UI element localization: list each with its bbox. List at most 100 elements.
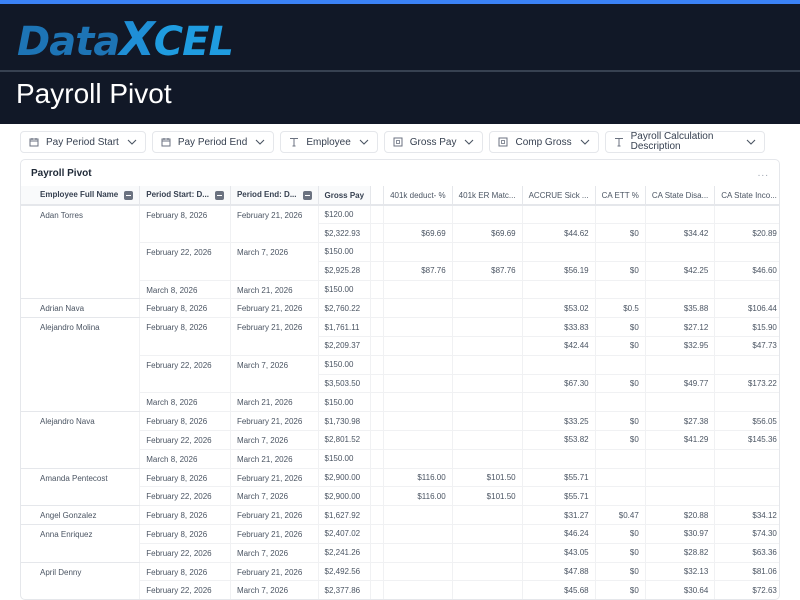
cell-c5: $41.29 xyxy=(645,430,716,450)
col-header-ca-state-income[interactable]: CA State Inco... xyxy=(714,186,779,206)
col-header-ca-ett[interactable]: CA ETT % xyxy=(595,186,646,206)
cell-c5: $42.25 xyxy=(645,261,716,281)
cell-c6 xyxy=(714,449,779,469)
cell-period-end: February 21, 2026 xyxy=(230,505,319,526)
col-header-employee[interactable]: Employee Full Name xyxy=(21,186,141,206)
cell-gross-pay: $150.00 xyxy=(318,242,372,262)
cell-c4 xyxy=(595,355,646,375)
cell-blank xyxy=(370,580,385,599)
cell-gross-pay: $150.00 xyxy=(318,392,372,413)
cell-c5: $49.77 xyxy=(645,374,716,394)
cell-c2: $101.50 xyxy=(452,468,523,488)
cell-c1 xyxy=(383,543,453,563)
filter-employee[interactable]: Employee xyxy=(280,131,378,153)
cell-period-end: February 21, 2026 xyxy=(230,411,319,432)
cell-employee[interactable]: Angel Gonzalez xyxy=(21,505,141,526)
pivot-table: Employee Full Name Period Start: D... Pe… xyxy=(21,186,779,599)
cell-c2: $101.50 xyxy=(452,486,523,507)
cell-c3 xyxy=(522,205,596,225)
cell-c4: $0 xyxy=(595,543,646,563)
cell-blank xyxy=(370,355,385,375)
cell-c5: $32.95 xyxy=(645,336,716,356)
collapse-icon[interactable] xyxy=(124,190,134,200)
cell-gross-pay: $150.00 xyxy=(318,355,372,375)
cell-period-start: February 8, 2026 xyxy=(139,468,231,488)
cell-c1: $69.69 xyxy=(383,223,453,244)
cell-employee[interactable]: Adrian Nava xyxy=(21,298,141,319)
cell-c1 xyxy=(383,298,453,319)
cell-c6: $34.12 xyxy=(714,505,779,526)
cell-employee[interactable]: Anna Enriquez xyxy=(21,524,141,563)
filter-pay-period-start[interactable]: Pay Period Start xyxy=(20,131,146,153)
cell-c6: $74.30 xyxy=(714,524,779,544)
cell-c5 xyxy=(645,280,716,300)
cell-gross-pay: $120.00 xyxy=(318,205,372,225)
table-row: $2,925.28 $87.76 $87.76 $56.19 $0 $42.25 $46.6… xyxy=(21,261,779,281)
chevron-down-icon xyxy=(127,137,137,147)
cell-employee[interactable]: April Denny xyxy=(21,562,141,599)
cell-c3 xyxy=(522,242,596,262)
cell-employee[interactable]: Alejandro Molina xyxy=(21,317,141,413)
col-header-accrue-sick[interactable]: ACCRUE Sick ... xyxy=(522,186,596,206)
cell-c4: $0 xyxy=(595,261,646,281)
cell-period-end: February 21, 2026 xyxy=(230,562,319,582)
cell-period-start: February 8, 2026 xyxy=(139,298,231,319)
cell-gross-pay: $2,900.00 xyxy=(318,468,372,488)
cell-blank xyxy=(370,392,385,413)
cell-gross-pay: $2,900.00 xyxy=(318,486,372,507)
table-row: March 8, 2026 March 21, 2026 $150.00 xyxy=(21,280,779,300)
cell-period-start: February 22, 2026 xyxy=(139,430,231,450)
cell-employee[interactable]: Adan Torres xyxy=(21,205,141,300)
cell-c1 xyxy=(383,505,453,526)
cell-c1 xyxy=(383,242,453,262)
cell-c2 xyxy=(452,317,523,338)
cell-blank xyxy=(370,280,385,300)
filter-gross-pay[interactable]: Gross Pay xyxy=(383,131,484,153)
table-row: March 8, 2026 March 21, 2026 $150.00 xyxy=(21,449,779,469)
cell-c6: $173.22 xyxy=(714,374,779,394)
col-header-ca-state-disability[interactable]: CA State Disa... xyxy=(645,186,716,206)
cell-c4: $0 xyxy=(595,374,646,394)
cell-c6 xyxy=(714,392,779,413)
col-header-period-start[interactable]: Period Start: D... xyxy=(139,186,231,206)
cell-c5: $35.88 xyxy=(645,298,716,319)
col-header-period-end[interactable]: Period End: D... xyxy=(230,186,319,206)
col-header-label: Period Start: D... xyxy=(146,190,209,200)
page-title: Payroll Pivot xyxy=(16,78,172,109)
cell-employee[interactable]: Amanda Pentecost xyxy=(21,468,141,507)
cell-c1 xyxy=(383,374,453,394)
cell-blank xyxy=(370,411,385,432)
cell-c5 xyxy=(645,205,716,225)
table-row: Adrian Nava February 8, 2026 February 21, … xyxy=(21,298,779,319)
cell-employee[interactable]: Alejandro Nava xyxy=(21,411,141,469)
cell-c4: $0 xyxy=(595,524,646,544)
table-row: Adan Torres February 8, 2026 February 21, … xyxy=(21,205,779,300)
col-header-gross-pay[interactable]: Gross Pay xyxy=(318,186,372,206)
filter-pay-period-end[interactable]: Pay Period End xyxy=(151,131,275,153)
cell-blank xyxy=(370,524,385,544)
col-header-401k-er-match[interactable]: 401k ER Matc... xyxy=(452,186,523,206)
cell-period-start: February 22, 2026 xyxy=(139,355,231,394)
cell-period-end: March 21, 2026 xyxy=(230,449,319,469)
col-header-401k-deduct[interactable]: 401k deduct- % xyxy=(383,186,453,206)
cell-c2 xyxy=(452,430,523,450)
cell-c5: $30.64 xyxy=(645,580,716,599)
filter-comp-gross[interactable]: Comp Gross xyxy=(489,131,599,153)
cell-c5 xyxy=(645,242,716,262)
brand-logo[interactable]: DataXCEL xyxy=(17,14,800,67)
cell-c2 xyxy=(452,524,523,544)
cell-gross-pay: $2,241.26 xyxy=(318,543,372,563)
more-options-icon[interactable]: ... xyxy=(757,167,769,179)
calendar-icon xyxy=(161,137,171,147)
table-row: February 22, 2026 March 7, 2026 $2,377.86 $… xyxy=(21,580,779,599)
accent-bar xyxy=(0,0,800,4)
cell-c1 xyxy=(383,392,453,413)
filter-payroll-calculation-description[interactable]: Payroll Calculation Description xyxy=(604,131,765,153)
table-row: March 8, 2026 March 21, 2026 $150.00 xyxy=(21,392,779,413)
cell-c2 xyxy=(452,580,523,599)
cell-c5: $20.88 xyxy=(645,505,716,526)
cell-period-end: February 21, 2026 xyxy=(230,317,319,356)
collapse-icon[interactable] xyxy=(214,190,224,200)
collapse-icon[interactable] xyxy=(302,190,312,200)
table-row: $2,209.37 $42.44 $0 $32.95 $47.73 xyxy=(21,336,779,356)
